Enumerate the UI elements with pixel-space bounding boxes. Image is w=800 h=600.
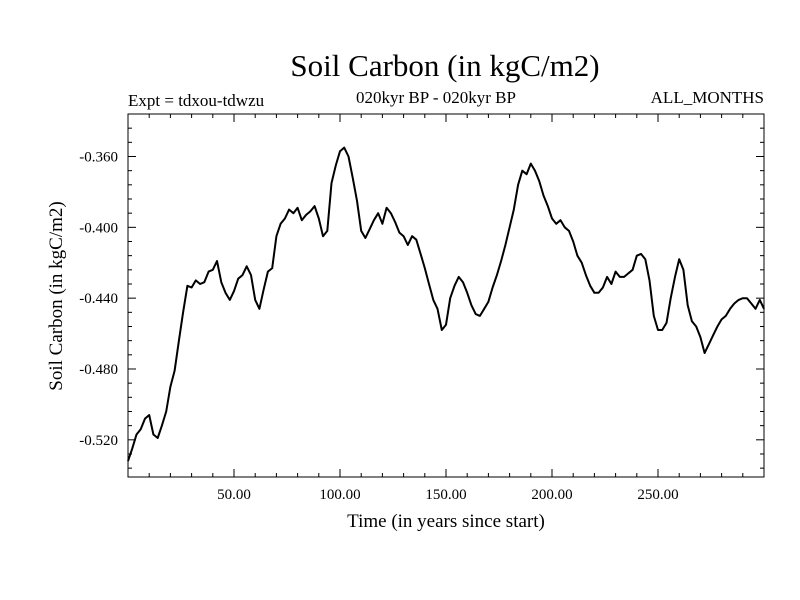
x-tick-label: 50.00 [217, 487, 251, 503]
plot-frame [127, 113, 765, 478]
chart-title: Soil Carbon (in kgC/m2) [290, 48, 600, 83]
period-label: 020kyr BP - 020kyr BP [356, 88, 516, 107]
experiment-label: Expt = tdxou-tdwzu [128, 91, 265, 110]
x-tick-label: 250.00 [637, 487, 678, 503]
x-tick-label: 150.00 [425, 487, 466, 503]
y-tick-label: -0.440 [79, 291, 118, 307]
y-tick-label: -0.400 [79, 220, 118, 236]
series-line [127, 146, 765, 462]
x-axis-label: Time (in years since start) [347, 511, 545, 532]
y-tick-label: -0.480 [79, 362, 118, 378]
x-tick-label: 200.00 [531, 487, 572, 503]
y-tick-label: -0.520 [79, 433, 118, 449]
months-label: ALL_MONTHS [650, 88, 764, 107]
y-tick-label: -0.360 [79, 149, 118, 165]
x-tick-label: 100.00 [319, 487, 360, 503]
y-axis-label: Soil Carbon (in kgC/m2) [46, 201, 67, 390]
